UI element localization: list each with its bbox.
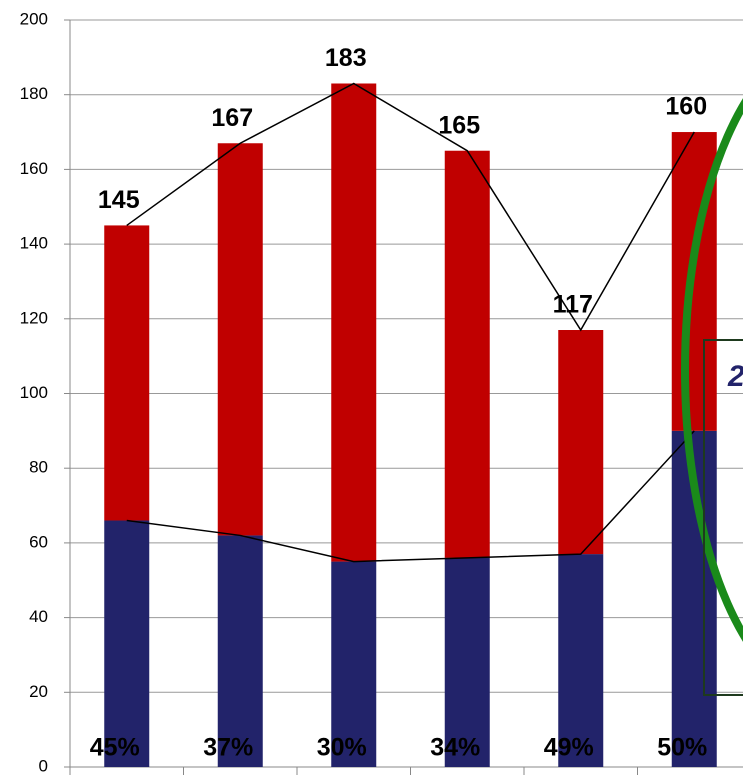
bar	[331, 561, 377, 767]
bar	[331, 83, 377, 562]
callout-text: 2	[727, 360, 743, 393]
y-tick-label: 40	[29, 607, 48, 626]
total-label: 160	[665, 93, 707, 121]
bar	[104, 520, 150, 767]
bar	[217, 535, 263, 767]
percent-label: 37%	[203, 734, 253, 762]
y-tick-label: 120	[20, 308, 48, 327]
percent-label: 30%	[317, 734, 367, 762]
total-label: 167	[211, 104, 253, 132]
y-tick-label: 100	[20, 383, 48, 402]
y-tick-label: 180	[20, 84, 48, 103]
plot: 0 20 40 60 80 100 120 140 160 180 200 145 167 183 165 1…	[20, 9, 743, 775]
bar	[558, 330, 604, 555]
percent-label: 45%	[90, 734, 140, 762]
connector-line	[126, 430, 695, 563]
y-tick-label: 60	[29, 532, 48, 551]
total-label: 165	[438, 111, 480, 139]
total-label: 117	[553, 291, 593, 319]
bar	[558, 554, 604, 767]
y-tick-label: 80	[29, 458, 48, 477]
y-tick-label: 140	[20, 234, 48, 253]
bar	[444, 557, 490, 767]
bar	[104, 225, 150, 521]
bar	[217, 143, 263, 536]
connector-line	[126, 82, 695, 332]
total-label: 145	[98, 186, 140, 214]
y-tick-label: 160	[20, 159, 48, 178]
highlight-circle	[681, 98, 743, 642]
y-tick-label: 0	[39, 756, 48, 775]
y-tick-label: 200	[20, 9, 48, 28]
total-label: 183	[325, 44, 367, 72]
bar	[444, 150, 490, 558]
percent-label: 34%	[430, 734, 480, 762]
y-tick-label: 20	[29, 682, 48, 701]
percent-label: 49%	[544, 734, 594, 762]
percent-label: 50%	[657, 734, 707, 762]
callout-box	[703, 339, 743, 696]
